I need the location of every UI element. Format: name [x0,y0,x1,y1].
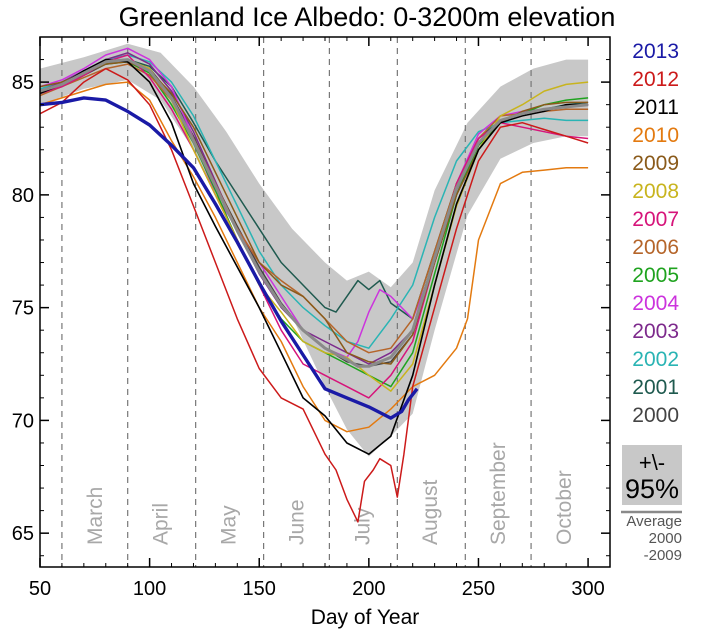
ci-legend-swatch [622,445,682,505]
series-line-2013 [40,96,419,420]
legend-entry-2012: 2012 [632,68,679,91]
month-label: August [419,479,442,545]
y-tick-label: 70 [12,410,34,432]
legend-entry-2002: 2002 [632,348,679,371]
plot-inner: March April May June July August September Octo… [40,37,589,567]
y-tick-label: 65 [12,523,34,545]
month-label: June [286,499,309,545]
x-tick-label: 150 [243,578,276,600]
legend-entry-2013: 2013 [632,40,679,63]
legend-entry-2006: 2006 [632,236,679,259]
legend-entry-2009: 2009 [632,152,679,175]
average-legend-years-start: 2000 [649,530,682,547]
legend-entry-2005: 2005 [632,264,679,287]
x-tick-label: 200 [352,578,385,600]
plot-area: March April May June July August September Octo… [40,37,589,567]
y-tick-label: 85 [12,72,34,94]
legend-entry-2001: 2001 [632,376,679,399]
month-label: September [487,442,510,545]
chart-title: Greenland Ice Albedo: 0-3200m elevation [119,2,616,32]
y-tick-label: 80 [12,185,34,207]
month-label: April [150,503,173,545]
legend-entry-2010: 2010 [632,124,679,147]
legend-entry-2007: 2007 [632,208,679,231]
confidence-band [40,43,589,457]
y-tick-label: 75 [12,298,34,320]
legend-entry-2000: 2000 [632,404,679,427]
legend-entry-2003: 2003 [632,320,679,343]
axes: 50 100 150 200 250 300 65 70 75 80 85 [12,36,611,600]
series-line-average-2000-2009 [40,58,589,368]
month-label: July [351,507,374,545]
x-tick-label: 50 [29,578,51,600]
month-label: October [553,470,576,545]
average-legend-label: Average [626,513,682,530]
x-tick-label: 300 [571,578,604,600]
month-label: March [84,487,107,545]
ci-legend-top: +\- [639,450,665,475]
legend-entry-2004: 2004 [632,292,679,315]
series-line-2011 [40,58,589,455]
x-tick-label: 250 [462,578,495,600]
legend: 2013 2012 2011 2010 2009 2008 2007 2006 2005 2004… [621,40,682,564]
x-axis-label: Day of Year [311,606,420,629]
month-label: May [218,505,241,545]
x-tick-label: 100 [133,578,166,600]
average-legend-years-end: -2009 [644,547,682,564]
ci-legend-bottom: 95% [625,474,679,504]
legend-entry-2008: 2008 [632,180,679,203]
legend-entry-2011: 2011 [634,96,679,119]
series-line-2012 [40,67,589,523]
